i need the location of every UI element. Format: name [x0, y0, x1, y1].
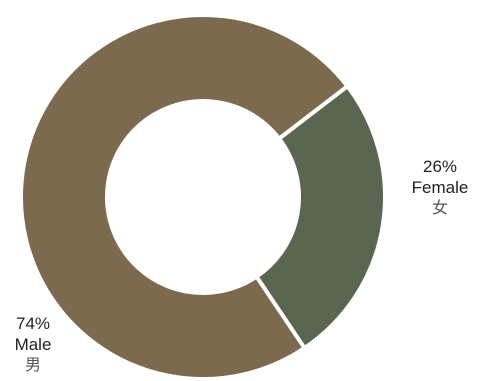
male-slice-label: 74% Male 男 — [0, 314, 66, 375]
female-label: Female — [411, 177, 469, 197]
male-percent: 74% — [15, 314, 51, 333]
male-label-zh: 男 — [24, 355, 41, 375]
female-label-zh: 女 — [431, 198, 448, 218]
female-percent: 26% — [422, 157, 458, 176]
male-label: Male — [14, 334, 52, 354]
female-slice-label: 26% Female 女 — [402, 157, 478, 218]
slice-male — [19, 13, 351, 381]
slice-female — [253, 83, 387, 351]
